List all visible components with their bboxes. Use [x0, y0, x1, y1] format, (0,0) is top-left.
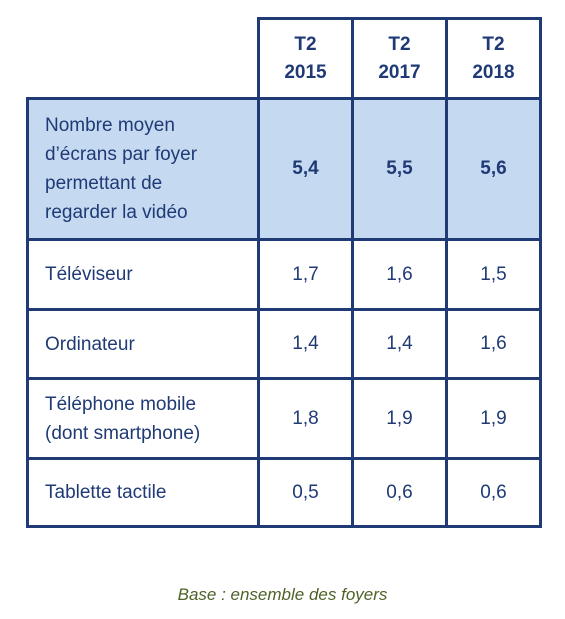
row-label-television: Téléviseur — [26, 238, 260, 311]
screens-per-household-table: T2 2015 T2 2017 T2 2018 Nombre moyen d’é… — [26, 17, 542, 528]
table-row-mobile-phone: Téléphone mobile (dont smartphone) 1,8 1… — [26, 377, 542, 460]
cell-mobile-phone-2018: 1,9 — [445, 377, 542, 460]
row-label-total-screens: Nombre moyen d’écrans par foyer permetta… — [26, 97, 260, 241]
header-col-2017-period: T2 — [388, 33, 411, 55]
table-row-computer: Ordinateur 1,4 1,4 1,6 — [26, 308, 542, 380]
data-table-container: T2 2015 T2 2017 T2 2018 Nombre moyen d’é… — [26, 17, 542, 528]
cell-tablet-2017: 0,6 — [351, 457, 448, 528]
row-label-line: Téléphone mobile — [45, 393, 197, 415]
cell-total-2018: 5,6 — [445, 97, 542, 241]
cell-television-2018: 1,5 — [445, 238, 542, 311]
cell-mobile-phone-2015: 1,8 — [257, 377, 354, 460]
cell-computer-2018: 1,6 — [445, 308, 542, 380]
row-label-mobile-phone: Téléphone mobile (dont smartphone) — [26, 377, 260, 460]
row-label-computer: Ordinateur — [26, 308, 260, 380]
cell-total-2017: 5,5 — [351, 97, 448, 241]
cell-mobile-phone-2017: 1,9 — [351, 377, 448, 460]
cell-television-2017: 1,6 — [351, 238, 448, 311]
cell-computer-2017: 1,4 — [351, 308, 448, 380]
table-caption: Base : ensemble des foyers — [177, 585, 388, 604]
header-corner-cell — [27, 18, 260, 100]
header-col-2017: T2 2017 — [351, 17, 448, 100]
header-col-2017-year: 2017 — [378, 61, 421, 83]
header-col-2015: T2 2015 — [257, 17, 354, 100]
cell-tablet-2015: 0,5 — [257, 457, 354, 528]
row-label-line: regarder la vidéo — [45, 202, 188, 223]
row-label-tablet: Tablette tactile — [26, 457, 260, 528]
cell-tablet-2018: 0,6 — [445, 457, 542, 528]
row-label-line: d’écrans par foyer — [45, 144, 198, 165]
row-label-line: (dont smartphone) — [45, 422, 201, 444]
header-col-2018-year: 2018 — [472, 61, 515, 83]
header-row: T2 2015 T2 2017 T2 2018 — [27, 17, 542, 100]
row-label-line: permettant de — [45, 173, 163, 194]
header-col-2018: T2 2018 — [445, 17, 542, 100]
header-col-2015-year: 2015 — [284, 61, 327, 83]
table-row-total-screens: Nombre moyen d’écrans par foyer permetta… — [26, 97, 542, 241]
table-row-tablet: Tablette tactile 0,5 0,6 0,6 — [26, 457, 542, 528]
cell-computer-2015: 1,4 — [257, 308, 354, 380]
cell-television-2015: 1,7 — [257, 238, 354, 311]
header-col-2015-period: T2 — [294, 33, 317, 55]
cell-total-2015: 5,4 — [257, 97, 354, 241]
header-col-2018-period: T2 — [482, 33, 505, 55]
row-label-line: Nombre moyen — [45, 115, 175, 136]
table-row-television: Téléviseur 1,7 1,6 1,5 — [26, 238, 542, 311]
